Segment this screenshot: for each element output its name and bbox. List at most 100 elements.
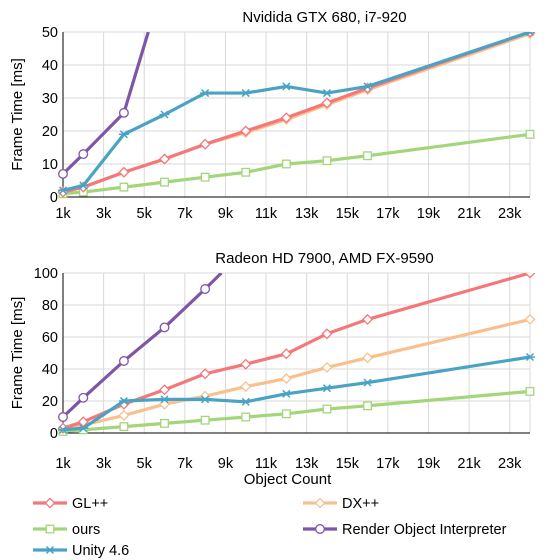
data-point-gl [321, 97, 333, 109]
data-point-interp [200, 284, 211, 294]
data-point-gl [240, 125, 252, 137]
x-tick-label: 1k [55, 456, 71, 472]
x-tick-label: 17k [376, 456, 400, 472]
data-point-interp [159, 322, 170, 333]
series-dx [57, 313, 536, 434]
y-tick-label: 40 [42, 58, 58, 74]
data-point-unity [159, 110, 170, 119]
legend-marker [45, 524, 55, 534]
x-tick-label: 23k [498, 456, 522, 472]
series-line-unity [62, 355, 531, 432]
legend-label: ours [72, 522, 100, 538]
y-tick-label: 100 [34, 266, 58, 282]
y-tick-label: 60 [42, 330, 58, 346]
data-point-unity [525, 32, 535, 37]
data-point-ours [322, 404, 332, 414]
x-tick-label: 17k [376, 206, 400, 222]
y-tick-label: 20 [42, 124, 58, 140]
x-tick-label: 7k [177, 206, 193, 222]
data-point-interp [118, 107, 129, 118]
series-line-gl [62, 32, 531, 194]
chart-radeon: 0 20 40 60 80 100 1k 3k 5k 7k 9k 11k 13k 15k 17k 19k 21k… [9, 250, 536, 488]
y-axis-label: Frame Time [ms] [9, 58, 26, 171]
y-tick-label: 20 [42, 394, 58, 410]
data-point-gl [199, 138, 211, 150]
data-point-interp [78, 392, 89, 403]
data-point-ours [160, 418, 169, 428]
data-point-unity [281, 389, 292, 398]
series-line-ours [62, 389, 531, 433]
data-point-gl [159, 384, 171, 396]
data-point-gl [240, 358, 252, 370]
series-interp [58, 32, 150, 179]
data-point-dx [362, 352, 374, 364]
data-point-unity [58, 425, 68, 434]
y-axis-label: Frame Time [ms] [9, 297, 26, 410]
x-tick-label: 19k [417, 206, 441, 222]
legend-item-gl: GL++ [33, 496, 108, 512]
data-point-unity [78, 424, 89, 433]
data-point-ours [281, 409, 291, 419]
data-point-ours [241, 412, 251, 422]
x-tick-label: 11k [255, 206, 278, 222]
y-tick-label: 10 [42, 157, 58, 173]
x-tick-label: 21k [457, 456, 481, 472]
data-point-unity [321, 384, 332, 393]
data-point-gl [524, 273, 536, 279]
legend-marker [315, 524, 325, 534]
data-point-dx [524, 313, 536, 325]
x-tick-label: 19k [417, 456, 441, 472]
data-point-unity [118, 130, 129, 139]
data-point-ours [363, 151, 373, 161]
data-point-dx [280, 373, 292, 385]
x-axis-label: Object Count [244, 471, 332, 488]
y-tick-label: 0 [50, 190, 58, 206]
x-tick-label: 9k [218, 206, 234, 222]
series-line-ours [62, 132, 531, 196]
data-point-gl [199, 368, 211, 380]
x-tick-label: 9k [218, 456, 234, 472]
y-tick-label: 0 [50, 426, 58, 442]
data-point-unity [240, 89, 251, 98]
data-point-dx [321, 361, 333, 373]
legend: GL++ DX++ ours Render Object Interpreter Uni… [33, 496, 507, 559]
data-point-unity [362, 378, 373, 387]
legend-item-ours: ours [33, 522, 100, 538]
data-point-unity [321, 89, 332, 98]
data-point-interp [58, 412, 68, 422]
data-point-dx [240, 381, 252, 393]
x-tick-label: 5k [137, 206, 153, 222]
data-point-ours [525, 386, 535, 396]
x-tick-label: 3k [96, 456, 112, 472]
legend-marker [45, 545, 55, 555]
data-point-interp [78, 149, 89, 160]
legend-marker [44, 497, 56, 509]
data-point-ours [241, 167, 251, 177]
chart-title: Nvidida GTX 680, i7-920 [242, 9, 406, 26]
series-line-gl [62, 273, 531, 430]
legend-label: GL++ [72, 496, 108, 512]
data-point-dx [118, 409, 130, 421]
x-tick-label: 5k [137, 456, 153, 472]
data-point-ours [160, 177, 169, 187]
data-point-ours [119, 182, 129, 192]
y-tick-label: 30 [42, 91, 58, 107]
data-point-unity [281, 82, 292, 91]
data-point-gl [118, 166, 130, 178]
x-tick-label: 13k [295, 456, 319, 472]
legend-marker [314, 497, 326, 509]
x-tick-label: 15k [336, 206, 360, 222]
legend-item-unity: Unity 4.6 [33, 543, 129, 559]
data-point-unity [118, 396, 129, 406]
series-line-dx [62, 317, 531, 430]
series-ours [58, 386, 535, 436]
x-tick-label: 21k [457, 206, 481, 222]
y-tick-label: 50 [42, 25, 58, 41]
series-line-unity [62, 32, 531, 192]
x-tick-label: 11k [255, 456, 278, 472]
y-tick-label: 80 [42, 298, 58, 314]
data-point-gl [280, 348, 292, 360]
series-interp [58, 273, 223, 422]
legend-item-interp: Render Object Interpreter [303, 522, 507, 538]
legend-label: Unity 4.6 [72, 543, 129, 559]
